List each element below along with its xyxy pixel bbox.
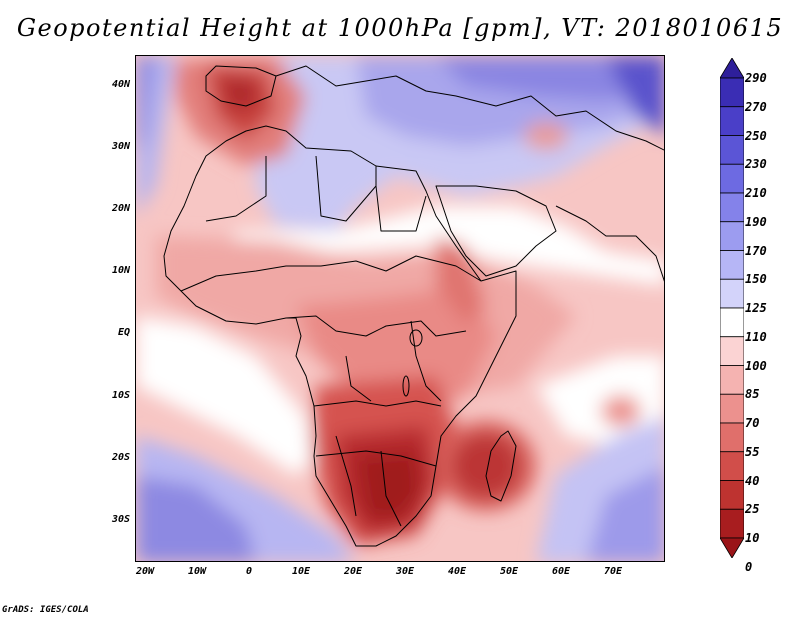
colorbar-tick-label: 85 (745, 387, 760, 402)
colorbar-tick-label: 170 (745, 243, 767, 258)
lon-label-50e: 50E (499, 566, 519, 577)
colorbar-swatch (720, 480, 744, 510)
map-panel (135, 55, 665, 562)
lon-label-10e: 10E (291, 566, 311, 577)
lon-label-10w: 10W (187, 566, 207, 577)
geopotential-map (136, 56, 664, 561)
colorbar-tick-label: 70 (745, 416, 760, 430)
height-field (136, 56, 664, 561)
colorbar-tick-label: 250 (745, 128, 767, 143)
colorbar-tick-label: 100 (745, 358, 767, 373)
colorbar-swatch (720, 221, 744, 251)
lat-label-10n: 10N (111, 265, 130, 276)
lon-label-20w: 20W (135, 566, 155, 577)
colorbar-swatch (720, 422, 744, 453)
colorbar-tick-label: 10 (745, 531, 760, 545)
colorbar-swatch (720, 451, 744, 481)
colorbar-swatch (720, 135, 744, 165)
colorbar-swatch (720, 307, 744, 338)
colorbar-tick-label: 190 (745, 214, 767, 229)
colorbar-tick-label: 25 (745, 502, 760, 517)
lon-label-0: 0 (245, 566, 253, 577)
lat-label-30n: 30N (111, 141, 130, 152)
lon-label-70e: 70E (603, 566, 623, 577)
colorbar-tick-label: 55 (745, 444, 760, 459)
colorbar-swatch (720, 508, 744, 539)
colorbar-swatch (720, 192, 744, 223)
colorbar-arrow-top (720, 58, 744, 79)
coastlines (163, 65, 664, 547)
colorbar-tick-label: 270 (745, 99, 767, 114)
lon-label-60e: 60E (551, 566, 571, 577)
colorbar-swatch (720, 393, 744, 424)
map-title: Geopotential Height at 1000hPa [gpm], VT… (16, 14, 784, 42)
colorbar-tick-label: 110 (745, 329, 767, 344)
lat-label-40n: 40N (111, 79, 130, 90)
colorbar-tick-label: 0 (745, 559, 753, 574)
lon-label-40e: 40E (447, 566, 467, 577)
colorbar-tick-label: 150 (745, 272, 767, 287)
colorbar-tick-label: 210 (745, 186, 767, 200)
colorbar-arrow-bottom (720, 537, 744, 558)
lon-label-30e: 30E (395, 566, 415, 577)
colorbar-swatch (720, 163, 744, 194)
lat-label-20s: 20S (111, 452, 130, 463)
colorbar (720, 58, 744, 558)
colorbar-swatch (720, 336, 744, 366)
colorbar-tick-label: 290 (745, 71, 767, 85)
colorbar-tick-label: 230 (745, 157, 767, 172)
lat-label-20n: 20N (111, 203, 130, 214)
lat-label-10s: 10S (111, 390, 130, 401)
lat-label-eq: EQ (117, 327, 130, 338)
colorbar-swatch (720, 278, 744, 309)
colorbar-swatch (720, 77, 744, 108)
colorbar-swatch (720, 365, 744, 395)
lat-label-30s: 30S (111, 514, 130, 525)
colorbar-swatch (720, 106, 744, 136)
credit-footer: GrADS: IGES/COLA (2, 605, 89, 615)
colorbar-swatch (720, 250, 744, 280)
lon-label-20e: 20E (343, 566, 363, 577)
colorbar-tick-label: 40 (745, 473, 760, 488)
colorbar-tick-label: 125 (745, 301, 767, 315)
